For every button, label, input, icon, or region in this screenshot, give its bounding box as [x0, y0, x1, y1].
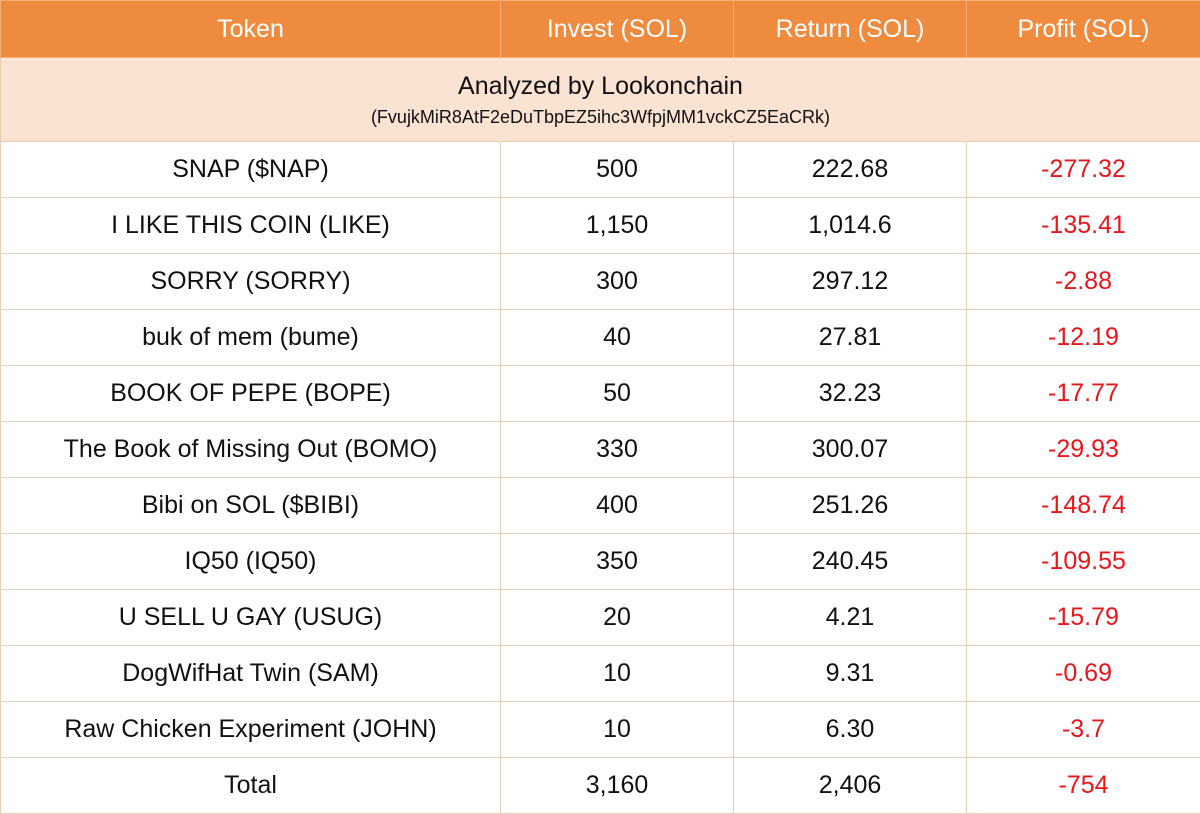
- invest-cell: 50: [501, 366, 734, 422]
- table-header: Token Invest (SOL) Return (SOL) Profit (…: [1, 1, 1200, 58]
- invest-cell: 10: [501, 646, 734, 702]
- invest-cell: 350: [501, 534, 734, 590]
- profit-cell: -109.55: [967, 534, 1200, 590]
- return-cell: 32.23: [734, 366, 967, 422]
- token-cell: IQ50 (IQ50): [1, 534, 501, 590]
- total-invest: 3,160: [501, 758, 734, 814]
- invest-cell: 40: [501, 310, 734, 366]
- return-cell: 4.21: [734, 590, 967, 646]
- return-cell: 9.31: [734, 646, 967, 702]
- profit-cell: -135.41: [967, 198, 1200, 254]
- analysis-banner-row: Analyzed by Lookonchain (FvujkMiR8AtF2eD…: [1, 58, 1200, 142]
- token-cell: Bibi on SOL ($BIBI): [1, 478, 501, 534]
- token-cell: Raw Chicken Experiment (JOHN): [1, 702, 501, 758]
- profit-cell: -0.69: [967, 646, 1200, 702]
- total-profit: -754: [967, 758, 1200, 814]
- token-cell: I LIKE THIS COIN (LIKE): [1, 198, 501, 254]
- token-cell: SORRY (SORRY): [1, 254, 501, 310]
- total-label: Total: [1, 758, 501, 814]
- return-cell: 297.12: [734, 254, 967, 310]
- profit-cell: -12.19: [967, 310, 1200, 366]
- invest-cell: 330: [501, 422, 734, 478]
- profit-cell: -2.88: [967, 254, 1200, 310]
- column-header-token: Token: [1, 1, 501, 58]
- return-cell: 251.26: [734, 478, 967, 534]
- total-row: Total 3,160 2,406 -754: [1, 758, 1200, 814]
- token-cell: buk of mem (bume): [1, 310, 501, 366]
- column-header-profit: Profit (SOL): [967, 1, 1200, 58]
- return-cell: 6.30: [734, 702, 967, 758]
- profit-cell: -29.93: [967, 422, 1200, 478]
- invest-cell: 10: [501, 702, 734, 758]
- profit-cell: -3.7: [967, 702, 1200, 758]
- token-cell: U SELL U GAY (USUG): [1, 590, 501, 646]
- return-cell: 27.81: [734, 310, 967, 366]
- invest-cell: 300: [501, 254, 734, 310]
- banner-title: Analyzed by Lookonchain: [1, 70, 1200, 102]
- return-cell: 300.07: [734, 422, 967, 478]
- return-cell: 1,014.6: [734, 198, 967, 254]
- profit-cell: -148.74: [967, 478, 1200, 534]
- column-header-return: Return (SOL): [734, 1, 967, 58]
- invest-cell: 20: [501, 590, 734, 646]
- return-cell: 240.45: [734, 534, 967, 590]
- profit-cell: -15.79: [967, 590, 1200, 646]
- profit-cell: -277.32: [967, 142, 1200, 198]
- total-return: 2,406: [734, 758, 967, 814]
- profit-cell: -17.77: [967, 366, 1200, 422]
- token-cell: DogWifHat Twin (SAM): [1, 646, 501, 702]
- return-cell: 222.68: [734, 142, 967, 198]
- analysis-banner: Analyzed by Lookonchain (FvujkMiR8AtF2eD…: [1, 58, 1200, 142]
- invest-cell: 1,150: [501, 198, 734, 254]
- column-header-invest: Invest (SOL): [501, 1, 734, 58]
- invest-cell: 500: [501, 142, 734, 198]
- header-row: Token Invest (SOL) Return (SOL) Profit (…: [1, 1, 1200, 58]
- token-cell: BOOK OF PEPE (BOPE): [1, 366, 501, 422]
- wallet-address: (FvujkMiR8AtF2eDuTbpEZ5ihc3WfpjMM1vckCZ5…: [1, 104, 1200, 130]
- token-cell: SNAP ($NAP): [1, 142, 501, 198]
- table-body: Analyzed by Lookonchain (FvujkMiR8AtF2eD…: [1, 58, 1200, 758]
- invest-cell: 400: [501, 478, 734, 534]
- token-cell: The Book of Missing Out (BOMO): [1, 422, 501, 478]
